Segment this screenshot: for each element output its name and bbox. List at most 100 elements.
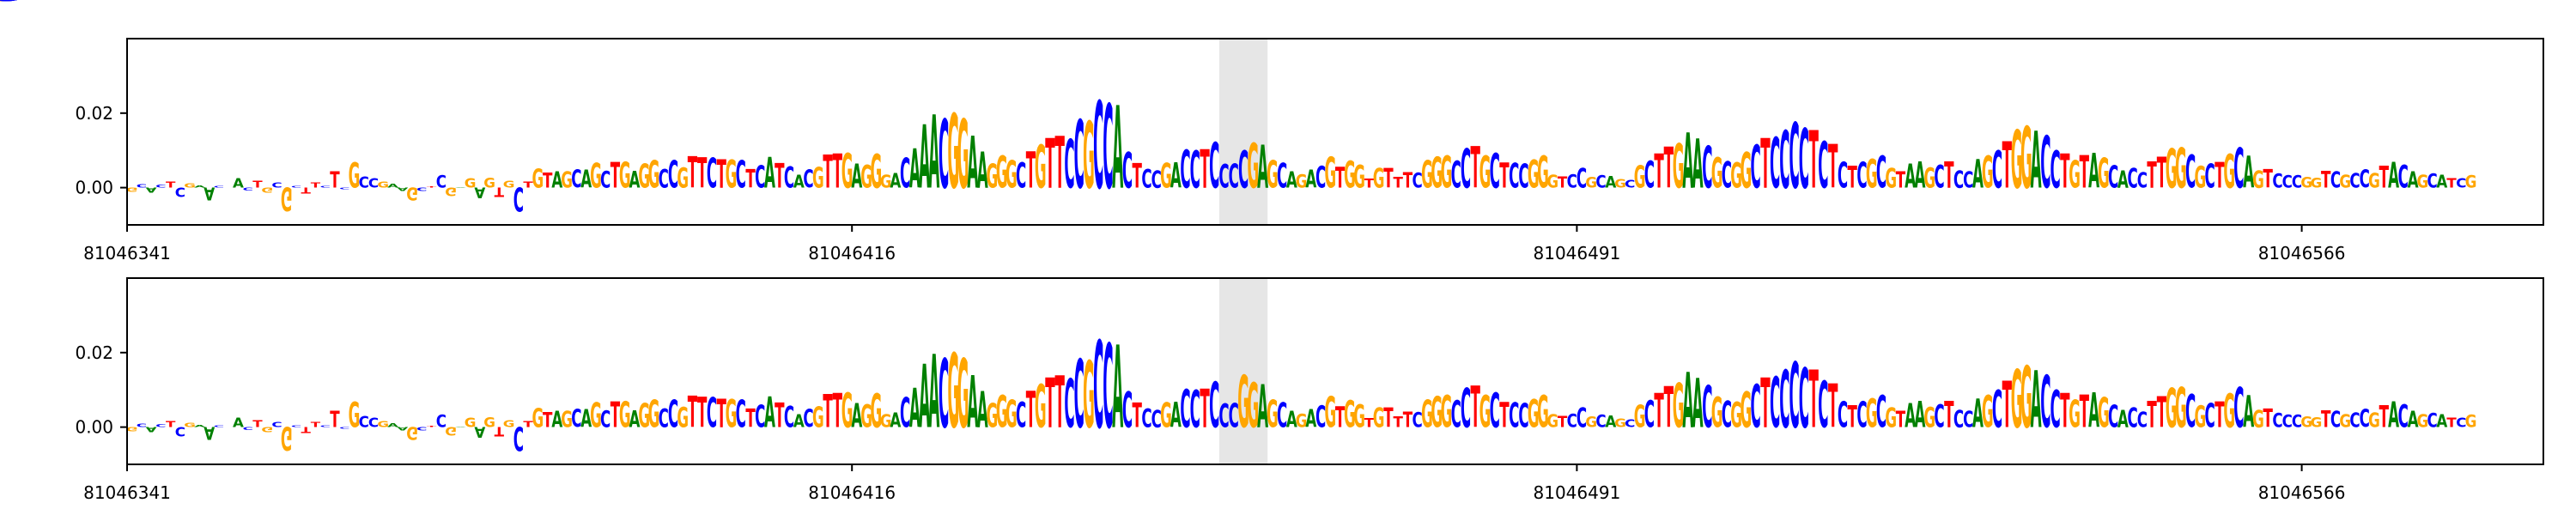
logo-letter: G (2020, 110, 2032, 208)
logo-letter: C (1103, 320, 1113, 455)
logo-letter: G (483, 175, 495, 191)
logo-letter: G (1296, 410, 1308, 433)
logo-letter: G (1585, 415, 1597, 431)
logo-letter: C (2127, 403, 2137, 433)
logo-letter: C (1702, 374, 1712, 441)
logo-letter: G (2300, 175, 2312, 191)
logo-letter: G (860, 397, 872, 435)
logo-letter: C (1876, 148, 1886, 198)
logo-letter: C (2360, 404, 2370, 433)
logo-letter: T (1364, 416, 1375, 431)
logo-letter: C (1751, 133, 1761, 202)
logo-letter: C (1413, 408, 1423, 432)
logo-letter: G (126, 185, 138, 192)
logo-letter: G (1247, 372, 1259, 443)
logo-letter: G (2252, 167, 2264, 194)
logo-letter: G (1673, 373, 1685, 442)
logo-letter: C (2185, 386, 2196, 439)
logo-letter: G (0, 0, 35, 21)
logo-letter: C (359, 414, 369, 432)
logo-letter: A (2388, 156, 2399, 197)
logo-letter: T (823, 386, 832, 439)
logo-letter: G (590, 397, 602, 436)
logo-letter: T (833, 383, 843, 439)
logo-letter: G (261, 185, 273, 193)
logo-letter: C (1856, 396, 1867, 436)
logo-letter: C (2205, 397, 2215, 436)
logo-letter: G (880, 172, 892, 192)
logo-letter: G (870, 385, 882, 439)
logo-letter: T (523, 180, 533, 190)
logo-letter: A (0, 0, 33, 21)
x-tick-label: 81046491 (1534, 482, 1621, 503)
logo-letter: G (1923, 163, 1935, 196)
logo-letter: G (619, 156, 631, 197)
variant-highlight-region (1218, 39, 1268, 225)
logo-letter: C (1799, 112, 1809, 208)
logo-letter: C (155, 423, 166, 427)
logo-letter: C (1074, 342, 1084, 450)
logo-letter: T (775, 397, 785, 436)
x-tick-label: 81046341 (83, 243, 171, 264)
logo-letter: C (2349, 169, 2360, 193)
logo-letter: G (2223, 383, 2235, 439)
logo-letter: T (1393, 414, 1403, 431)
logo-letter: A (0, 0, 33, 21)
logo-letter: T (745, 404, 756, 433)
logo-letter: T (2379, 401, 2390, 434)
logo-letter: G (957, 340, 969, 451)
logo-letter: C (900, 151, 910, 198)
logo-letter: C (1876, 387, 1886, 438)
logo-letter: C (803, 165, 813, 194)
logo-letter: C (291, 425, 302, 427)
logo-letter: A (909, 138, 920, 200)
logo-letter: T (543, 408, 553, 432)
logo-letter: T (2147, 156, 2157, 197)
logo-letter: C (436, 412, 447, 432)
logo-letter: T (311, 421, 320, 429)
logo-letter: C (755, 159, 765, 195)
logo-letter: A (967, 122, 978, 205)
logo-letter: C (1074, 102, 1084, 210)
logo-letter: C (1209, 370, 1219, 442)
logo-letter: G (2166, 138, 2178, 200)
logo-letter: A (2436, 173, 2448, 192)
logo-letter: G (1160, 397, 1172, 436)
logo-letter: A (455, 426, 467, 427)
logo-letter: A (0, 0, 33, 21)
logo-letter: T (1054, 122, 1064, 205)
logo-letter: C (1722, 396, 1732, 436)
logo-letter: C (368, 415, 379, 430)
logo-letter: G (465, 415, 477, 430)
logo-letter: C (1141, 404, 1151, 433)
logo-letter: C (1141, 165, 1151, 194)
logo-letter: T (2215, 156, 2225, 197)
logo-letter: C (1751, 373, 1761, 441)
logo-letter: C (2137, 168, 2148, 193)
logo-letter: C (1722, 156, 1732, 197)
logo-letter: C (1625, 418, 1635, 430)
logo-letter: A (1682, 118, 1693, 207)
logo-letter: G (2252, 406, 2264, 433)
logo-letter: G (1614, 416, 1626, 430)
logo-letter: T (823, 147, 832, 199)
logo-letter: C (2330, 408, 2341, 433)
logo-letter: C (320, 185, 331, 188)
logo-letter: G (2416, 173, 2428, 192)
logo-letter: C (1770, 124, 1780, 204)
logo-letter: A (1112, 324, 1123, 455)
logo-letter: T (2157, 148, 2166, 198)
logo-letter: G (638, 158, 650, 197)
logo-letter: C (2330, 168, 2341, 194)
logo-letter: C (1451, 393, 1461, 436)
x-tick-label: 81046491 (1534, 243, 1621, 264)
logo-letter: G (184, 421, 196, 428)
logo-letter: C (1122, 142, 1133, 200)
logo-letter: G (677, 163, 689, 196)
logo-letter: T (1471, 136, 1480, 202)
logo-letter: G (1296, 171, 1308, 193)
logo-letter: G (987, 158, 999, 197)
logo-letter: C (1180, 141, 1190, 201)
